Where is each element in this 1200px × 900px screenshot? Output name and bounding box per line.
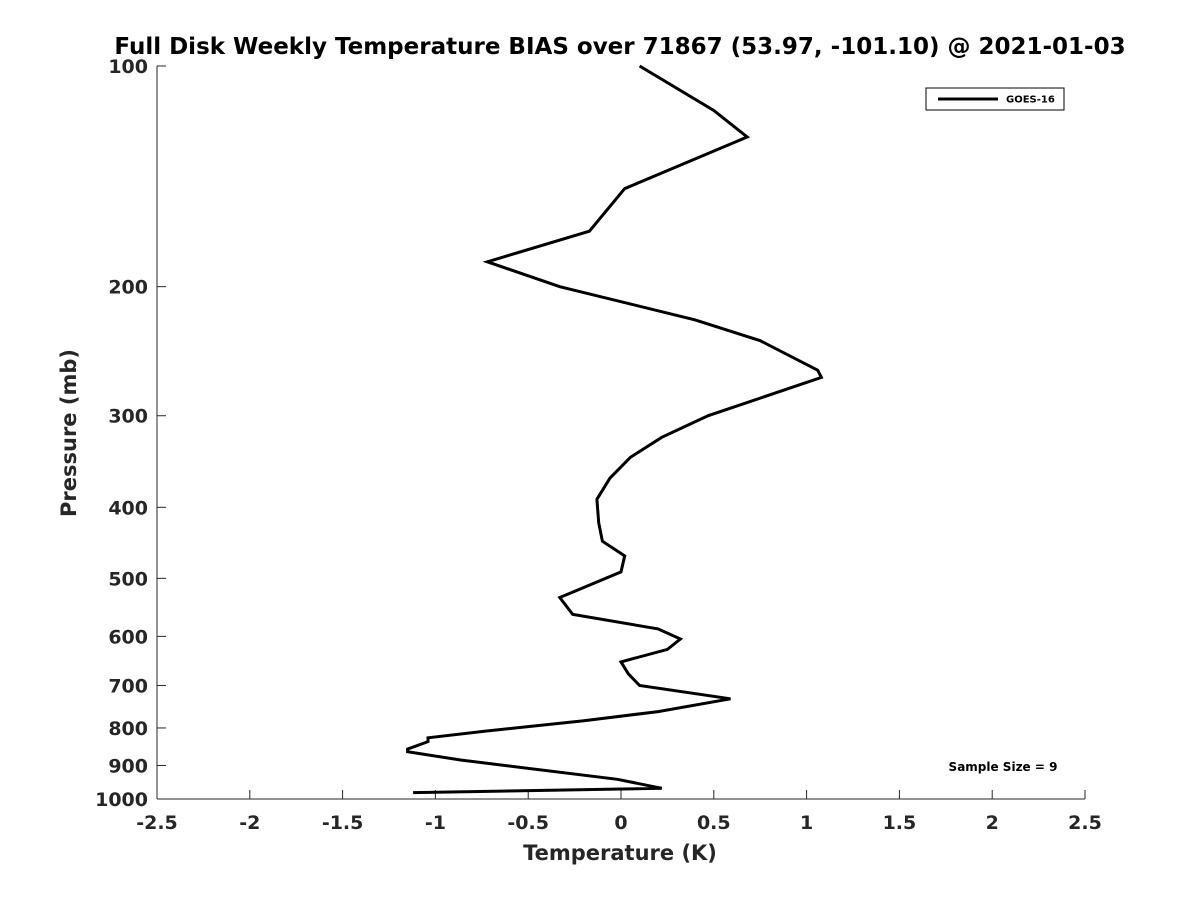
y-tick-label: 300 — [108, 406, 148, 428]
x-tick-label: -1 — [425, 812, 446, 834]
series-line-goes-16 — [406, 64, 824, 795]
x-tick-label: 1 — [800, 812, 813, 834]
y-tick-label: 500 — [108, 568, 148, 590]
y-tick-label: 200 — [108, 277, 148, 299]
y-tick-label: 700 — [108, 675, 148, 697]
y-tick-label: 900 — [108, 755, 148, 777]
x-tick-label: 0 — [614, 812, 627, 834]
y-tick-label: 1000 — [95, 789, 148, 811]
y-axis-ticks: 100 200 300 400 500 600 700 800 900 1000 — [95, 56, 166, 811]
x-axis-label: Temperature (K) — [523, 841, 717, 865]
y-tick-label: 400 — [108, 497, 148, 519]
sample-size-annotation: Sample Size = 9 — [949, 760, 1058, 774]
y-tick-label: 100 — [108, 56, 148, 78]
x-tick-label: -0.5 — [507, 812, 549, 834]
x-tick-label: -2 — [239, 812, 260, 834]
x-tick-label: 1.5 — [883, 812, 917, 834]
x-tick-label: 2.5 — [1068, 812, 1102, 834]
y-tick-label: 800 — [108, 718, 148, 740]
y-tick-label: 600 — [108, 626, 148, 648]
axes — [156, 66, 1085, 800]
legend: GOES-16 — [925, 87, 1065, 111]
x-tick-label: -2.5 — [136, 812, 178, 834]
x-tick-label: 2 — [986, 812, 999, 834]
legend-label-goes-16: GOES-16 — [1006, 95, 1055, 106]
x-tick-label: -1.5 — [322, 812, 364, 834]
series-group — [406, 64, 824, 795]
x-tick-label: 0.5 — [697, 812, 731, 834]
x-axis-ticks: -2.5 -2 -1.5 -1 -0.5 0 0.5 1 1.5 2 2.5 — [136, 790, 1102, 834]
chart-title: Full Disk Weekly Temperature BIAS over 7… — [114, 34, 1125, 60]
y-axis-label: Pressure (mb) — [57, 349, 81, 517]
